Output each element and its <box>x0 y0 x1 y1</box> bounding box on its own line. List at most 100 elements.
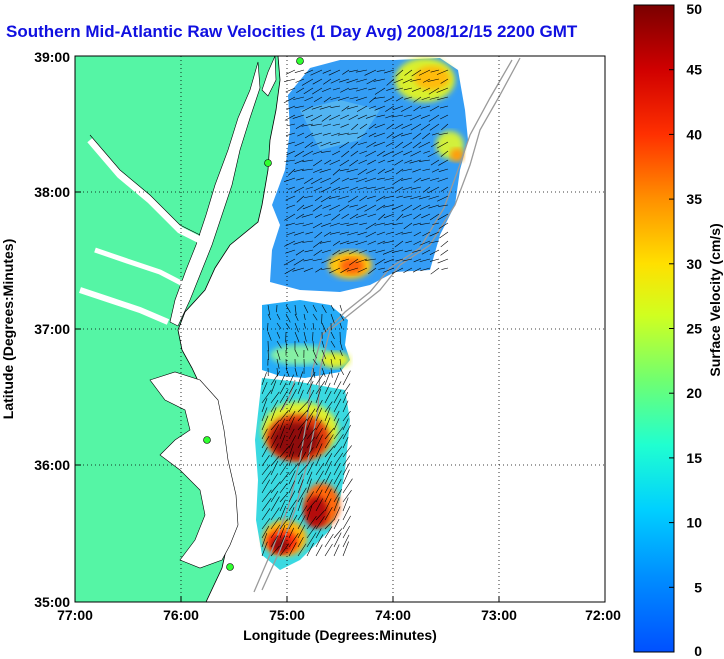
velocity-arrow <box>295 123 305 129</box>
velocity-arrow <box>374 186 386 191</box>
velocity-arrow <box>342 383 351 395</box>
velocity-arrow <box>330 96 341 100</box>
velocity-arrow <box>430 267 440 275</box>
velocity-arrow <box>313 249 323 256</box>
velocity-arrow <box>285 322 290 329</box>
velocity-arrow <box>413 177 422 183</box>
velocity-arrow <box>391 204 404 210</box>
velocity-arrow <box>384 96 395 103</box>
velocity-arrow <box>279 499 286 512</box>
velocity-arrow <box>270 407 277 422</box>
velocity-arrow <box>285 87 296 93</box>
velocity-arrow <box>324 507 333 521</box>
velocity-arrow <box>378 159 386 164</box>
velocity-arrow <box>322 69 332 74</box>
velocity-arrow <box>384 186 395 191</box>
velocity-arrow <box>394 123 404 130</box>
velocity-arrow <box>279 524 286 539</box>
colorbar-tick-label: 45 <box>686 62 702 78</box>
velocity-arrow <box>347 231 359 236</box>
velocity-arrow <box>378 267 386 270</box>
velocity-arrow <box>310 141 323 147</box>
velocity-arrow <box>357 186 368 190</box>
velocity-arrow <box>306 532 317 548</box>
velocity-arrow <box>261 415 269 431</box>
velocity-arrow <box>367 195 377 199</box>
velocity-arrow <box>357 267 368 273</box>
velocity-arrow <box>437 213 449 221</box>
velocity-arrow <box>368 123 377 130</box>
velocity-arrow <box>355 240 368 246</box>
velocity-arrow <box>296 177 305 181</box>
velocity-arrow <box>324 488 332 503</box>
velocity-arrow <box>410 78 422 82</box>
velocity-arrow <box>413 213 422 220</box>
velocity-arrow <box>410 186 422 190</box>
velocity-arrow <box>430 258 440 262</box>
colorbar-tick-label: 0 <box>694 643 702 659</box>
velocity-arrow <box>365 231 377 238</box>
velocity-arrow <box>315 489 323 503</box>
velocity-arrow <box>323 96 332 103</box>
velocity-arrow <box>412 267 422 273</box>
velocity-arrow <box>346 222 359 227</box>
velocity-arrow <box>313 96 323 102</box>
velocity-arrow <box>306 505 313 521</box>
potomac-river <box>87 137 202 244</box>
velocity-arrow <box>279 505 287 521</box>
velocity-arrow <box>422 78 431 83</box>
velocity-arrow <box>261 470 272 485</box>
velocity-arrow <box>270 455 280 467</box>
velocity-arrow <box>312 367 316 379</box>
velocity-arrow <box>340 267 350 274</box>
velocity-arrow <box>314 195 323 202</box>
velocity-arrow <box>315 267 323 273</box>
velocity-arrow <box>339 141 350 149</box>
velocity-arrow <box>383 204 395 208</box>
velocity-arrow <box>288 507 295 521</box>
velocity-arrow <box>305 114 314 119</box>
velocity-arrow <box>438 204 449 207</box>
velocity-arrow <box>305 231 314 235</box>
velocity-arrow <box>324 526 333 539</box>
velocity-arrow <box>261 508 271 521</box>
velocity-arrow <box>421 96 431 101</box>
velocity-arrow <box>303 340 309 351</box>
velocity-arrow <box>341 213 350 219</box>
velocity-arrow <box>440 186 449 192</box>
velocity-arrow <box>413 105 422 112</box>
colorbar-tick-label: 50 <box>686 1 702 17</box>
x-tick-label: 73:00 <box>481 607 517 623</box>
velocity-arrow <box>431 168 440 173</box>
velocity-arrow <box>329 114 341 121</box>
velocity-arrow <box>403 267 413 273</box>
velocity-arrow <box>267 313 272 321</box>
velocity-arrow <box>342 515 351 530</box>
velocity-arrow <box>376 204 386 211</box>
velocity-arrow <box>376 177 386 180</box>
velocity-arrow <box>355 87 368 92</box>
velocity-arrow <box>430 177 440 181</box>
velocity-arrow <box>310 69 323 76</box>
velocity-arrow <box>285 367 290 378</box>
velocity-arrow <box>333 532 342 548</box>
velocity-arrow <box>374 105 386 111</box>
velocity-arrow <box>324 390 332 404</box>
velocity-arrow <box>321 304 327 313</box>
velocity-arrow <box>359 249 368 254</box>
velocity-arrow <box>270 524 281 539</box>
velocity-arrow <box>382 150 395 157</box>
pamlico-sound <box>149 371 239 569</box>
velocity-arrow <box>339 313 345 321</box>
velocity-arrow <box>418 69 431 76</box>
velocity-arrow <box>332 249 341 256</box>
velocity-arrow <box>342 455 351 467</box>
velocity-arrow <box>333 544 340 557</box>
colorbar-tick-label: 10 <box>686 515 702 531</box>
velocity-arrow <box>413 240 422 245</box>
velocity-arrow <box>366 186 377 190</box>
velocity-arrow <box>429 96 440 100</box>
velocity-arrow <box>297 524 306 539</box>
velocity-arrow <box>382 240 395 244</box>
velocity-arrow <box>296 204 305 212</box>
